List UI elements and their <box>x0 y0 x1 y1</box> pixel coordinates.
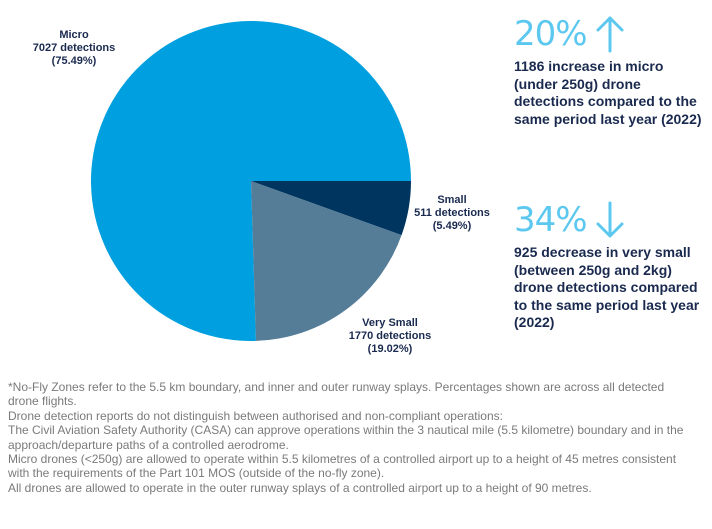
stat-decrease-text: 925 decrease in very small (between 250g… <box>514 244 700 330</box>
pie-chart <box>91 21 412 341</box>
stat-decrease: 34% 925 decrease in very small (between … <box>514 198 704 332</box>
footnote: All drones are allowed to operate in the… <box>8 480 592 495</box>
pie-slice-small <box>251 181 412 236</box>
slice-detections-small: 511 detections <box>414 207 490 219</box>
slice-percent-small: (5.49%) <box>432 220 472 232</box>
slice-label-micro: Micro 7027 detections (75.49%) <box>14 29 134 68</box>
stat-decrease-percent: 34% <box>514 200 588 240</box>
footnote: Drone detection reports do not distingui… <box>8 408 503 423</box>
stat-decrease-header: 34% <box>514 198 704 242</box>
footnote: The Civil Aviation Safety Authority (CAS… <box>8 423 684 452</box>
slice-label-very-small: Very Small 1770 detections (19.02%) <box>330 317 450 356</box>
footnotes: *No-Fly Zones refer to the 5.5 km bounda… <box>8 380 698 495</box>
arrow-up-icon <box>596 16 624 53</box>
stat-increase-percent: 20% <box>514 14 588 54</box>
slice-name-micro: Micro <box>59 29 89 41</box>
slice-detections-micro: 7027 detections <box>32 42 116 54</box>
stat-increase-header: 20% <box>514 12 704 56</box>
slice-percent-micro: (75.49%) <box>51 55 97 67</box>
slice-percent-very-small: (19.02%) <box>367 343 413 355</box>
slice-name-small: Small <box>437 194 467 206</box>
footnote: *No-Fly Zones refer to the 5.5 km bounda… <box>8 380 665 409</box>
slice-detections-very-small: 1770 detections <box>348 330 432 342</box>
stat-increase: 20% 1186 increase in micro (under 250g) … <box>514 12 704 128</box>
arrow-down-icon <box>596 201 624 238</box>
pie-slice-very-small <box>251 181 402 341</box>
footnote: Micro drones (<250g) are allowed to oper… <box>8 452 677 481</box>
pie-slice-micro <box>91 21 412 341</box>
slice-label-small: Small 511 detections (5.49%) <box>404 194 500 233</box>
stat-increase-text: 1186 increase in micro (under 250g) dron… <box>514 58 702 127</box>
slice-name-very-small: Very Small <box>362 317 418 329</box>
